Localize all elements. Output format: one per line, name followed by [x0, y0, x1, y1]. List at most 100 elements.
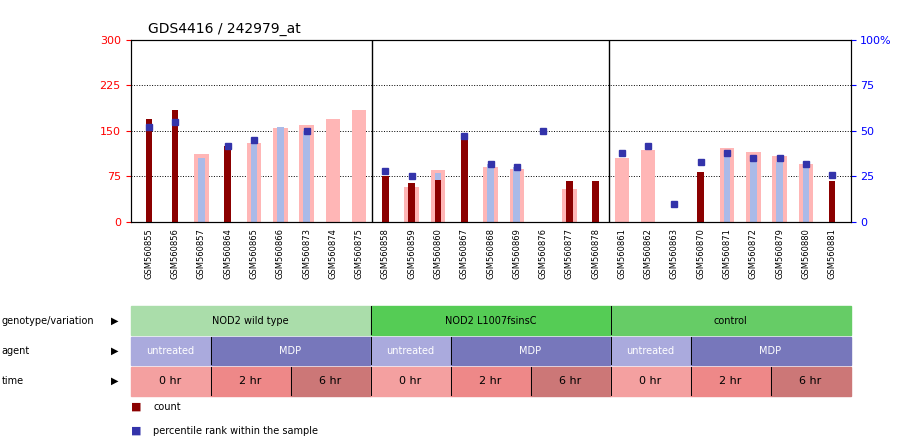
Bar — [371, 306, 610, 335]
Text: GSM560867: GSM560867 — [460, 228, 469, 279]
Bar — [211, 367, 291, 396]
Text: GSM560870: GSM560870 — [697, 228, 706, 279]
Bar — [198, 159, 204, 222]
Bar — [746, 152, 760, 222]
Text: GSM560860: GSM560860 — [434, 228, 443, 279]
Bar — [352, 110, 366, 222]
Bar — [451, 367, 530, 396]
Text: 0 hr: 0 hr — [639, 376, 662, 386]
Bar — [615, 159, 629, 222]
Text: GDS4416 / 242979_at: GDS4416 / 242979_at — [148, 21, 302, 36]
Text: GSM560877: GSM560877 — [565, 228, 574, 279]
Bar — [409, 182, 415, 222]
Bar — [371, 337, 451, 365]
Bar — [487, 164, 494, 222]
Bar — [610, 337, 690, 365]
Bar — [566, 181, 572, 222]
Bar — [224, 146, 231, 222]
Text: ■: ■ — [130, 426, 141, 436]
Text: GSM560874: GSM560874 — [328, 228, 338, 279]
Text: 0 hr: 0 hr — [159, 376, 182, 386]
Bar — [382, 177, 389, 222]
Bar — [509, 169, 524, 222]
Bar — [146, 119, 152, 222]
Text: 2 hr: 2 hr — [719, 376, 742, 386]
Bar — [690, 367, 770, 396]
Bar — [291, 367, 371, 396]
Text: GSM560859: GSM560859 — [407, 228, 416, 279]
Text: 2 hr: 2 hr — [239, 376, 262, 386]
Text: GSM560858: GSM560858 — [381, 228, 390, 279]
Bar — [770, 367, 850, 396]
Text: ▶: ▶ — [111, 376, 118, 386]
Bar — [698, 172, 704, 222]
Bar — [610, 367, 690, 396]
Text: time: time — [2, 376, 24, 386]
Text: count: count — [153, 402, 181, 412]
Text: GSM560864: GSM560864 — [223, 228, 232, 279]
Bar — [130, 337, 211, 365]
Bar — [404, 187, 419, 222]
Text: GSM560879: GSM560879 — [775, 228, 784, 279]
Bar — [273, 128, 287, 222]
Bar — [750, 162, 757, 222]
Bar — [251, 142, 257, 222]
Text: GSM560866: GSM560866 — [275, 228, 284, 279]
Text: GSM560865: GSM560865 — [249, 228, 258, 279]
Text: GSM560881: GSM560881 — [828, 228, 837, 279]
Bar — [435, 173, 441, 222]
Bar — [451, 337, 610, 365]
Text: agent: agent — [2, 346, 30, 356]
Bar — [641, 151, 655, 222]
Bar — [483, 167, 498, 222]
Bar — [172, 110, 178, 222]
Text: 2 hr: 2 hr — [480, 376, 501, 386]
Bar — [326, 119, 340, 222]
Text: 6 hr: 6 hr — [560, 376, 581, 386]
Text: NOD2 L1007fsinsC: NOD2 L1007fsinsC — [445, 316, 536, 326]
Text: genotype/variation: genotype/variation — [2, 316, 94, 326]
Text: untreated: untreated — [386, 346, 435, 356]
Text: 0 hr: 0 hr — [400, 376, 421, 386]
Text: MDP: MDP — [519, 346, 542, 356]
Bar — [300, 125, 314, 222]
Text: MDP: MDP — [279, 346, 302, 356]
Text: 6 hr: 6 hr — [799, 376, 822, 386]
Bar — [130, 367, 211, 396]
Text: untreated: untreated — [147, 346, 194, 356]
Bar — [194, 154, 209, 222]
Bar — [690, 337, 850, 365]
Bar — [211, 337, 371, 365]
Bar — [247, 143, 261, 222]
Bar — [371, 367, 451, 396]
Text: GSM560857: GSM560857 — [197, 228, 206, 279]
Text: GSM560863: GSM560863 — [670, 228, 679, 279]
Bar — [829, 181, 835, 222]
Bar — [777, 162, 783, 222]
Text: percentile rank within the sample: percentile rank within the sample — [153, 426, 318, 436]
Text: NOD2 wild type: NOD2 wild type — [212, 316, 289, 326]
Text: GSM560876: GSM560876 — [538, 228, 547, 279]
Text: GSM560861: GSM560861 — [617, 228, 626, 279]
Text: ▶: ▶ — [111, 316, 118, 326]
Text: ▶: ▶ — [111, 346, 118, 356]
Text: GSM560862: GSM560862 — [644, 228, 652, 279]
Text: GSM560868: GSM560868 — [486, 228, 495, 279]
Text: GSM560869: GSM560869 — [512, 228, 521, 279]
Bar — [514, 167, 520, 222]
Text: MDP: MDP — [760, 346, 781, 356]
Text: control: control — [714, 316, 747, 326]
Text: GSM560871: GSM560871 — [723, 228, 732, 279]
Text: GSM560878: GSM560878 — [591, 228, 600, 279]
Bar — [461, 134, 467, 222]
Bar — [431, 170, 446, 222]
Bar — [303, 131, 310, 222]
Bar — [530, 367, 610, 396]
Text: GSM560856: GSM560856 — [171, 228, 180, 279]
Bar — [435, 179, 441, 222]
Text: ■: ■ — [130, 402, 141, 412]
Bar — [724, 156, 730, 222]
Bar — [803, 167, 809, 222]
Bar — [277, 127, 284, 222]
Bar — [610, 306, 850, 335]
